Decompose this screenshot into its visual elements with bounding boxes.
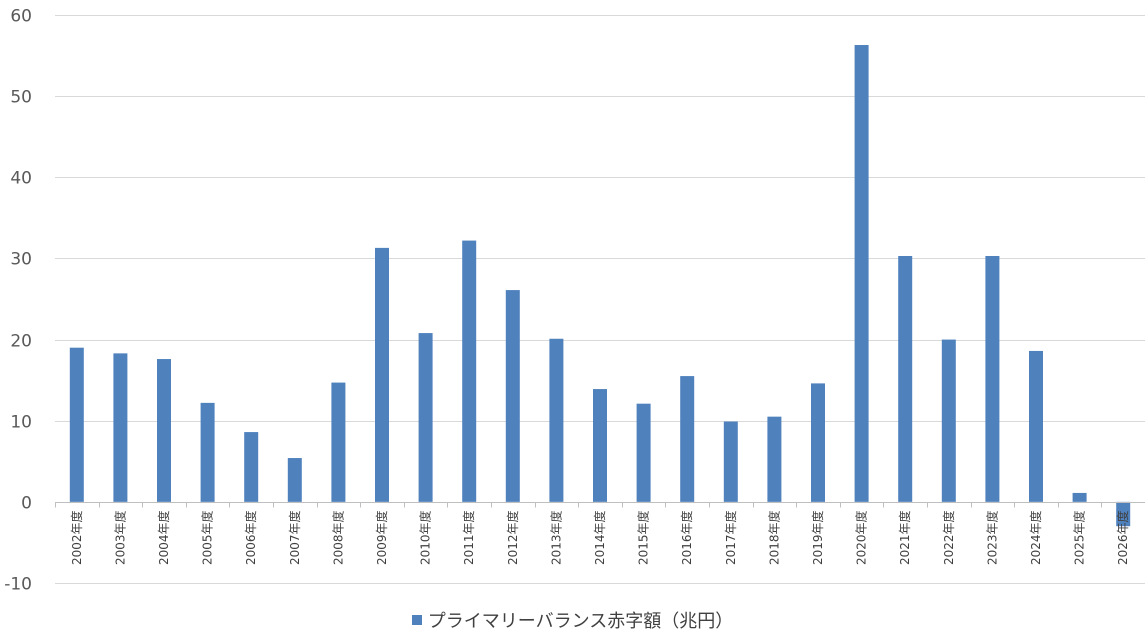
x-tick-label: 2021年度: [897, 511, 912, 566]
x-tick-label: 2023年度: [984, 511, 999, 566]
x-tick-label: 2002年度: [69, 511, 84, 566]
bar: [593, 389, 607, 502]
x-tick-label: 2015年度: [636, 511, 651, 566]
bar: [113, 353, 128, 502]
bar: [941, 339, 956, 502]
bar: [418, 333, 433, 502]
bar: [767, 416, 782, 502]
bar: [287, 458, 302, 502]
bars: [69, 45, 1131, 527]
bar: [854, 45, 869, 502]
y-axis: -10 0 10 20 30 40 50 60: [4, 7, 32, 595]
x-tick-label: 2007年度: [287, 511, 302, 566]
y-tick-label: 50: [10, 88, 32, 108]
x-tick-label: 2020年度: [854, 511, 869, 566]
bar: [505, 290, 520, 502]
legend-swatch: [411, 615, 422, 625]
bar: [1116, 501, 1131, 527]
bar: [985, 255, 1000, 502]
bar: [680, 376, 695, 502]
bar: [200, 402, 215, 502]
x-tick-label: 2024年度: [1028, 511, 1043, 566]
x-tick-label: 2003年度: [112, 511, 127, 566]
bar: [244, 432, 259, 502]
bar: [898, 255, 913, 502]
x-tick-label: 2011年度: [461, 511, 476, 566]
x-tick-label: 2019年度: [810, 511, 825, 566]
bar: [723, 421, 738, 502]
bar: [1072, 492, 1087, 502]
x-tick-label: 2022年度: [941, 511, 956, 566]
y-tick-label: 20: [10, 332, 32, 352]
bar: [636, 403, 651, 502]
bar: [811, 383, 825, 502]
bar: [549, 338, 564, 502]
x-tick-label: 2018年度: [766, 511, 781, 566]
x-tick-label: 2017年度: [723, 511, 738, 566]
legend-label: プライマリーバランス赤字額（兆円）: [427, 611, 734, 632]
x-tick-label: 2005年度: [200, 511, 215, 566]
x-tick-label: 2014年度: [592, 511, 607, 566]
x-tick-label: 2026年度: [1115, 511, 1130, 566]
legend: プライマリーバランス赤字額（兆円）: [0, 607, 1145, 633]
x-tick-label: 2006年度: [243, 511, 258, 566]
x-tick-label: 2016年度: [679, 511, 694, 566]
y-tick-label: 30: [10, 250, 32, 270]
y-tick-label: 40: [10, 169, 32, 189]
bar: [157, 359, 171, 502]
x-tick-label: 2010年度: [418, 511, 433, 566]
x-tick-label: 2004年度: [156, 511, 171, 566]
bar: [69, 347, 84, 502]
y-tick-label: -10: [4, 575, 32, 595]
x-tick-label: 2008年度: [330, 511, 345, 566]
x-tick-label: 2025年度: [1072, 511, 1087, 566]
y-tick-label: 10: [10, 413, 32, 433]
x-axis: 2002年度 2003年度 2004年度 2005年度 2006年度 2007年度 2008…: [55, 502, 1145, 566]
x-tick-label: 2012年度: [505, 511, 520, 566]
bar: [462, 240, 477, 502]
bar: [375, 247, 389, 502]
x-tick-label: 2009年度: [374, 511, 389, 566]
y-tick-label: 0: [21, 494, 32, 514]
bar: [1029, 350, 1043, 502]
bar: [331, 382, 346, 502]
x-tick-label: 2013年度: [548, 511, 563, 566]
y-tick-label: 60: [10, 7, 32, 27]
